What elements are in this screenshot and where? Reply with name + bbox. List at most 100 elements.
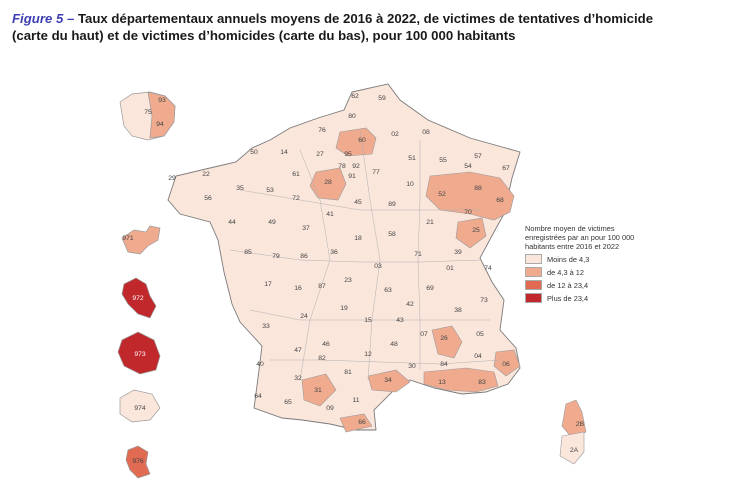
- dept-label-85: 85: [244, 249, 252, 256]
- dept-label-23: 23: [344, 277, 352, 284]
- mayotte-shape: [125, 445, 151, 479]
- reunion-shape: [119, 389, 161, 423]
- legend-swatch-4: [525, 293, 542, 304]
- dept-label-78: 78: [338, 163, 346, 170]
- dept-label-53: 53: [266, 187, 274, 194]
- dept-label-41: 41: [326, 211, 334, 218]
- dept-label-15: 15: [364, 317, 372, 324]
- dept-label-57: 57: [474, 153, 482, 160]
- dept-label-18: 18: [354, 235, 362, 242]
- dept-label-87: 87: [318, 283, 326, 290]
- dept-label-64: 64: [254, 393, 262, 400]
- dept-label-58: 58: [388, 231, 396, 238]
- legend-label-4: Plus de 23,4: [547, 293, 589, 303]
- france-metropole-outline: [167, 83, 521, 431]
- dept-66-shape: [339, 413, 373, 433]
- legend-row-3: de 12 à 23,4: [525, 280, 645, 291]
- dept-label-61: 61: [292, 171, 300, 178]
- dept-label-71: 71: [414, 251, 422, 258]
- dept-label-36: 36: [330, 249, 338, 256]
- legend-row-2: de 4,3 à 12: [525, 267, 645, 278]
- dept-label-75: 75: [144, 109, 152, 116]
- dept-label-60: 60: [358, 137, 366, 144]
- dept-label-59: 59: [378, 95, 386, 102]
- dept-label-93: 93: [158, 97, 166, 104]
- dept-label-65: 65: [284, 399, 292, 406]
- dept-label-08: 08: [422, 129, 430, 136]
- dept-label-46: 46: [322, 341, 330, 348]
- dept-label-73: 73: [480, 297, 488, 304]
- legend-label-3: de 12 à 23,4: [547, 280, 589, 290]
- dept-label-25: 25: [472, 227, 480, 234]
- department-labels: 62 59 80 60 02 08 76 50 14 27 95 78 92 77 91 51 55 57 67 54…: [122, 93, 584, 465]
- legend-swatch-1: [525, 254, 542, 265]
- dept-label-32: 32: [294, 375, 302, 382]
- dept-label-14: 14: [280, 149, 288, 156]
- dept-label-04: 04: [474, 353, 482, 360]
- dept-label-19: 19: [340, 305, 348, 312]
- dept-26-shape: [431, 325, 463, 359]
- dept-label-12: 12: [364, 351, 372, 358]
- dept-label-33: 33: [262, 323, 270, 330]
- legend-swatch-3: [525, 280, 542, 291]
- dept-06-shape: [493, 349, 521, 377]
- dept-label-91: 91: [348, 173, 356, 180]
- dept-label-09: 09: [326, 405, 334, 412]
- corsica-2B-shape: [561, 399, 587, 439]
- martinique-shape: [121, 277, 157, 319]
- dept-34-shape: [367, 369, 411, 393]
- dept-label-976: 976: [132, 458, 144, 465]
- dept-label-52: 52: [438, 191, 446, 198]
- dept-label-81: 81: [344, 369, 352, 376]
- dept-label-88: 88: [474, 185, 482, 192]
- dept-label-79: 79: [272, 253, 280, 260]
- dept-label-45: 45: [354, 199, 362, 206]
- dept-label-84: 84: [440, 361, 448, 368]
- dept-label-2A: 2A: [570, 447, 579, 454]
- dept-label-13: 13: [438, 379, 446, 386]
- dept-label-56: 56: [204, 195, 212, 202]
- dept-label-50: 50: [250, 149, 258, 156]
- dept-label-70: 70: [464, 209, 472, 216]
- dept-label-2B: 2B: [576, 421, 585, 428]
- dept-label-02: 02: [391, 131, 399, 138]
- dept-13-83-shape: [423, 367, 499, 393]
- dept-label-07: 07: [420, 331, 428, 338]
- dept-25-shape: [455, 217, 487, 249]
- dept-label-40: 40: [256, 361, 264, 368]
- figure-caption: Figure 5 – Taux départementaux annuels m…: [12, 10, 727, 44]
- dept-label-17: 17: [264, 281, 272, 288]
- legend-label-1: Moins de 4,3: [547, 254, 590, 264]
- dept-label-35: 35: [236, 185, 244, 192]
- dept-label-74: 74: [484, 265, 492, 272]
- dept-label-55: 55: [439, 157, 447, 164]
- dept-label-76: 76: [318, 127, 326, 134]
- dept-label-63: 63: [384, 287, 392, 294]
- dept-label-01: 01: [446, 265, 454, 272]
- dept-label-974: 974: [134, 405, 146, 412]
- dept-label-83: 83: [478, 379, 486, 386]
- dept-label-86: 86: [300, 253, 308, 260]
- guadeloupe-shape: [121, 225, 161, 255]
- dept-label-80: 80: [348, 113, 356, 120]
- dept-label-54: 54: [464, 163, 472, 170]
- dept-label-16: 16: [294, 285, 302, 292]
- dept-label-10: 10: [406, 181, 414, 188]
- dept-label-972: 972: [132, 295, 144, 302]
- legend-label-2: de 4,3 à 12: [547, 267, 584, 277]
- dept-label-31: 31: [314, 387, 322, 394]
- dept-label-06: 06: [502, 361, 510, 368]
- dept-label-24: 24: [300, 313, 308, 320]
- legend-row-1: Moins de 4,3: [525, 254, 645, 265]
- dept-label-34: 34: [384, 377, 392, 384]
- dept-label-89: 89: [388, 201, 396, 208]
- legend-title: Nombre moyen de victimes enregistrées pa…: [525, 224, 635, 252]
- dept-label-67: 67: [502, 165, 510, 172]
- dept-label-971: 971: [122, 235, 134, 242]
- dept-28-shape: [309, 167, 347, 201]
- dept-label-27: 27: [316, 151, 324, 158]
- caption-line-1: Taux départementaux annuels moyens de 20…: [74, 11, 654, 26]
- legend-swatch-2: [525, 267, 542, 278]
- idf-inset-east: [147, 91, 176, 139]
- dept-label-11: 11: [352, 397, 359, 404]
